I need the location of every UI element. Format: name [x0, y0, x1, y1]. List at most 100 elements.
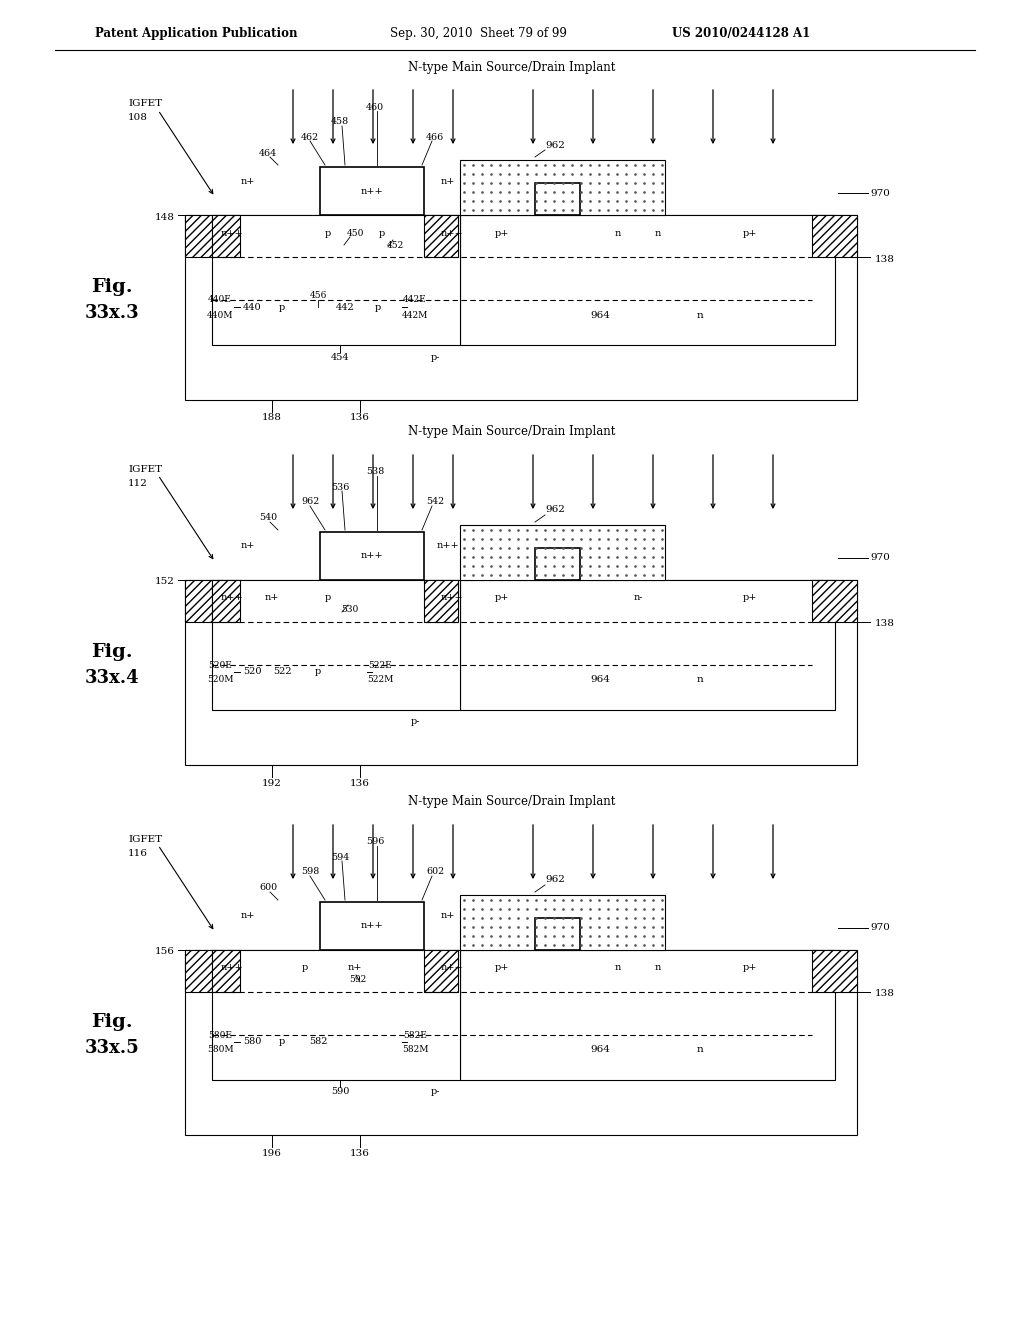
Text: 440E: 440E: [208, 296, 232, 305]
Text: n+: n+: [241, 912, 255, 920]
Text: 460: 460: [366, 103, 384, 111]
Text: n++: n++: [440, 964, 464, 973]
Text: 962: 962: [545, 140, 565, 149]
Text: p+: p+: [495, 594, 509, 602]
Text: n+: n+: [440, 177, 456, 186]
Text: n: n: [655, 964, 662, 973]
Text: p-: p-: [430, 1088, 439, 1097]
Text: Patent Application Publication: Patent Application Publication: [95, 26, 298, 40]
Text: 136: 136: [350, 413, 370, 422]
Text: 520M: 520M: [207, 676, 233, 685]
Bar: [185, 215, 212, 257]
Text: Fig.: Fig.: [91, 279, 133, 296]
Text: 970: 970: [870, 553, 890, 562]
Text: IGFET: IGFET: [128, 465, 162, 474]
Text: 442: 442: [336, 302, 354, 312]
Text: 596: 596: [366, 837, 384, 846]
Text: p-: p-: [430, 352, 439, 362]
Text: IGFET: IGFET: [128, 834, 162, 843]
Text: 458: 458: [331, 117, 349, 127]
Text: n: n: [696, 676, 703, 685]
Text: 540: 540: [259, 513, 278, 523]
Text: 33x.3: 33x.3: [85, 304, 139, 322]
Text: 582: 582: [309, 1038, 328, 1047]
Bar: [812, 215, 857, 257]
Text: 964: 964: [590, 676, 610, 685]
Text: 598: 598: [301, 867, 319, 876]
Text: 590: 590: [331, 1088, 349, 1097]
Text: p: p: [375, 302, 381, 312]
Text: 442E: 442E: [403, 296, 427, 305]
Bar: [212, 579, 460, 710]
Text: 582E: 582E: [403, 1031, 427, 1040]
Text: Fig.: Fig.: [91, 643, 133, 661]
Text: 450: 450: [346, 228, 364, 238]
Text: 192: 192: [262, 779, 282, 788]
Text: p: p: [379, 228, 385, 238]
Text: n: n: [655, 228, 662, 238]
Bar: [185, 950, 212, 993]
Bar: [460, 579, 835, 710]
Text: n++: n++: [436, 541, 460, 550]
Text: N-type Main Source/Drain Implant: N-type Main Source/Drain Implant: [409, 61, 615, 74]
Text: 440M: 440M: [207, 310, 233, 319]
Text: 600: 600: [259, 883, 278, 892]
Text: n++: n++: [440, 228, 464, 238]
Bar: [319, 532, 424, 579]
Bar: [212, 950, 240, 993]
Text: n: n: [696, 310, 703, 319]
Bar: [424, 579, 458, 622]
Text: p+: p+: [742, 964, 758, 973]
Text: 602: 602: [426, 867, 444, 876]
Text: 188: 188: [262, 413, 282, 422]
Text: N-type Main Source/Drain Implant: N-type Main Source/Drain Implant: [409, 796, 615, 808]
Text: 964: 964: [590, 1045, 610, 1055]
Bar: [319, 902, 424, 950]
Text: 33x.5: 33x.5: [85, 1039, 139, 1057]
Text: p+: p+: [742, 228, 758, 238]
Text: 964: 964: [590, 310, 610, 319]
Text: n++: n++: [360, 921, 383, 931]
Text: 138: 138: [874, 990, 895, 998]
Bar: [460, 160, 665, 215]
Text: n+: n+: [241, 177, 255, 186]
Bar: [535, 917, 580, 950]
Text: 456: 456: [309, 290, 327, 300]
Text: 108: 108: [128, 114, 147, 123]
Text: 440: 440: [243, 302, 261, 312]
Text: 454: 454: [331, 352, 349, 362]
Text: 156: 156: [155, 948, 175, 957]
Text: p: p: [279, 1038, 285, 1047]
Text: 538: 538: [366, 467, 384, 477]
Text: 580M: 580M: [207, 1045, 233, 1055]
Text: p+: p+: [742, 594, 758, 602]
Text: p: p: [302, 964, 308, 973]
Text: 522E: 522E: [368, 660, 392, 669]
Text: 464: 464: [259, 149, 278, 157]
Bar: [185, 579, 212, 622]
Bar: [319, 168, 424, 215]
Text: n++: n++: [220, 964, 244, 973]
Bar: [212, 215, 240, 257]
Text: 112: 112: [128, 479, 147, 487]
Text: n++: n++: [360, 552, 383, 561]
Bar: [460, 525, 665, 579]
Text: n++: n++: [220, 228, 244, 238]
Text: IGFET: IGFET: [128, 99, 162, 108]
Text: n: n: [614, 228, 622, 238]
Text: 442M: 442M: [401, 310, 428, 319]
Bar: [812, 579, 857, 622]
Text: p+: p+: [495, 228, 509, 238]
Text: 148: 148: [155, 213, 175, 222]
Text: 530: 530: [341, 606, 358, 615]
Text: 582M: 582M: [401, 1045, 428, 1055]
Text: n+: n+: [440, 912, 456, 920]
Bar: [812, 950, 857, 993]
Bar: [460, 215, 835, 345]
Bar: [212, 950, 460, 1080]
Text: 522M: 522M: [367, 676, 393, 685]
Text: n++: n++: [440, 594, 464, 602]
Bar: [424, 950, 458, 993]
Bar: [185, 579, 857, 766]
Text: 592: 592: [349, 975, 367, 985]
